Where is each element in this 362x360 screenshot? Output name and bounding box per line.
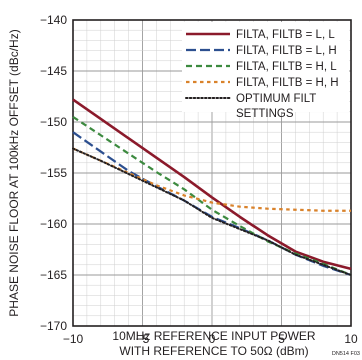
x-tick-label: 5 [278, 332, 285, 346]
figure-id: DN514 F03 [332, 351, 360, 357]
y-tick-label: −160 [40, 217, 67, 231]
series-layer [72, 98, 352, 277]
y-tick-label: −155 [40, 166, 67, 180]
y-tick-label: −145 [40, 64, 67, 78]
legend-label-2: FILTA, FILTB = L, H [236, 45, 337, 57]
legend-label-1: FILTA, FILTB = L, L [236, 29, 335, 41]
y-tick-label: −165 [40, 268, 67, 282]
y-axis-title: PHASE NOISE FLOOR AT 100kHz OFFSET (dBc/… [7, 29, 21, 316]
plot-frame [72, 19, 352, 327]
x-axis-title-line-2: WITH REFERENCE TO 50Ω (dBm) [119, 344, 308, 358]
series-line-2 [72, 131, 352, 277]
legend: FILTA, FILTB = L, L FILTA, FILTB = L, H FI… [182, 22, 349, 120]
x-tick-label: −5 [136, 332, 150, 346]
tick-labels: −10 −5 0 5 10 −140 −145 −150 −155 −160 −165 −170 [40, 13, 358, 346]
x-tick-label: 10 [344, 332, 358, 346]
legend-label-5-line-2: SETTINGS [236, 108, 294, 120]
x-tick-label: −10 [63, 332, 84, 346]
y-tick-label: −170 [40, 319, 67, 333]
legend-label-5-line-1: OPTIMUM FILT [236, 93, 316, 105]
y-tick-label: −150 [40, 115, 67, 129]
x-axis-title-line-1: 10MHz REFERENCE INPUT POWER [112, 329, 315, 343]
legend-label-3: FILTA, FILTB = H, L [236, 61, 337, 73]
series-line-1 [72, 98, 352, 271]
series-line-5 [72, 147, 352, 276]
y-tick-label: −140 [40, 13, 67, 27]
legend-label-4: FILTA, FILTB = H, H [236, 77, 339, 89]
x-tick-label: 0 [209, 332, 216, 346]
